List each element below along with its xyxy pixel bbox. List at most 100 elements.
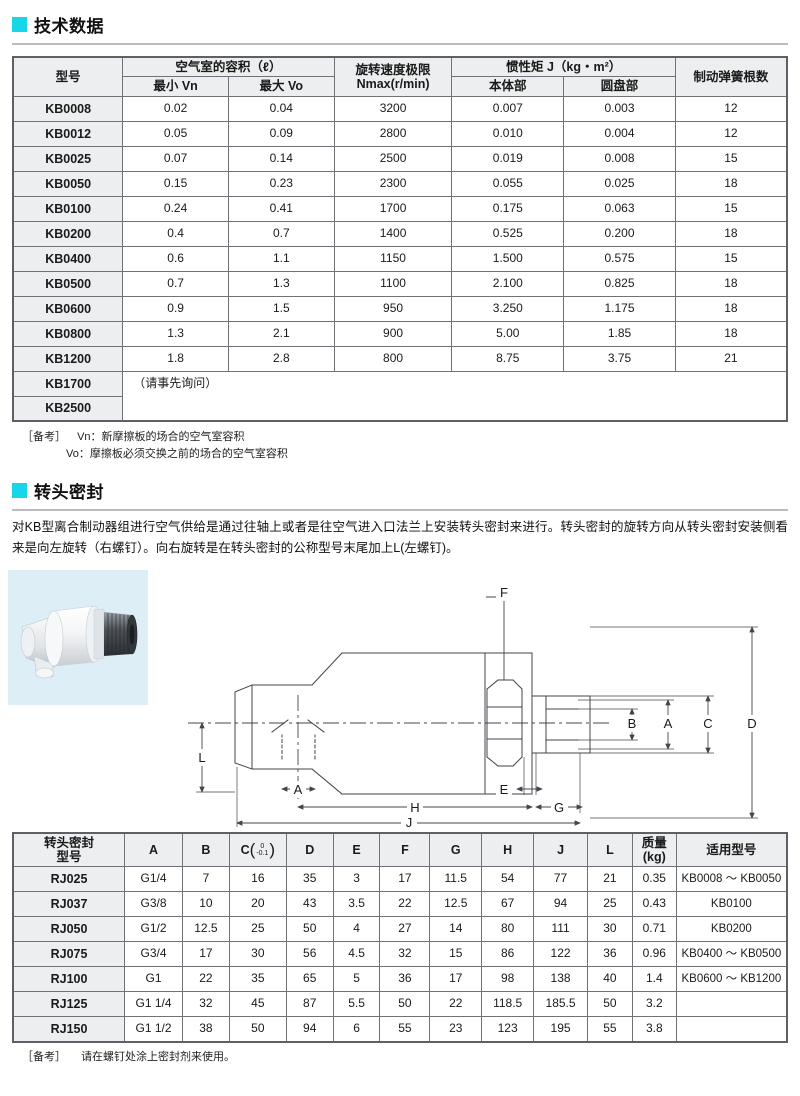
cell-springs: 18 <box>674 220 788 247</box>
cell-inertia-disc: 0.025 <box>563 170 676 197</box>
table-row: KB1200 1.8 2.8 800 8.75 3.75 21 <box>12 345 788 372</box>
th-speed-limit: 旋转速度极限 Nmax(r/min) <box>333 56 453 97</box>
cell-J: 195 <box>533 1016 588 1043</box>
cell-model: KB1200 <box>12 345 124 372</box>
technical-drawing-svg: F D C A B L A E H <box>188 584 760 829</box>
table-row: KB0200 0.4 0.7 1400 0.525 0.200 18 <box>12 220 788 247</box>
cell-springs: 15 <box>674 245 788 272</box>
dim-C-letter: C <box>240 842 250 857</box>
cell-H: 54 <box>481 866 535 893</box>
cell-vo: 1.3 <box>227 270 335 297</box>
th-mass-line2: (kg) <box>642 849 666 864</box>
cell-E: 4 <box>332 916 381 943</box>
cell-D: 43 <box>285 891 334 918</box>
header-divider <box>12 43 788 45</box>
th-air-max: 最大 Vo <box>227 76 335 97</box>
cell-L: 30 <box>586 916 633 943</box>
cell-applicable <box>675 1016 788 1043</box>
cell-C: 16 <box>228 866 287 893</box>
footnote-line-1: Vn：新摩擦板的场合的空气室容积 <box>77 431 245 444</box>
cell-H: 118.5 <box>481 991 535 1018</box>
cell-model: KB0200 <box>12 220 124 247</box>
cell-C: 25 <box>228 916 287 943</box>
cell-E: 3.5 <box>332 891 381 918</box>
cell-B: 38 <box>181 1016 230 1043</box>
cell-G: 14 <box>429 916 483 943</box>
th-rj-model: 转头密封 型号 <box>12 831 126 868</box>
dim-label-E: E <box>500 782 509 797</box>
cell-inertia-disc: 0.004 <box>563 120 676 147</box>
table-row: KB0100 0.24 0.41 1700 0.175 0.063 15 <box>12 195 788 222</box>
cell-vn: 0.4 <box>122 220 229 247</box>
cell-F: 17 <box>379 866 431 893</box>
cell-vn: 0.15 <box>122 170 229 197</box>
table-row: RJ037 G3/8 10 20 43 3.5 22 12.5 67 94 25 0.43 KB0100 <box>12 891 788 918</box>
cell-vn: 1.8 <box>122 345 229 372</box>
cell-inertia-disc: 1.85 <box>563 320 676 347</box>
cell-mass: 3.8 <box>631 1016 677 1043</box>
table-row: KB0008 0.02 0.04 3200 0.007 0.003 12 <box>12 95 788 122</box>
cell-inertia-body: 0.007 <box>451 95 565 122</box>
dim-label-B: B <box>628 716 637 731</box>
table-row: KB0050 0.15 0.23 2300 0.055 0.025 18 <box>12 170 788 197</box>
cell-model: RJ100 <box>12 966 126 993</box>
rotary-seal-photo-illustration <box>20 605 138 678</box>
cell-model: RJ075 <box>12 941 126 968</box>
section-marker-icon <box>12 17 27 32</box>
cell-applicable: KB0100 <box>675 891 788 918</box>
cell-model: KB0500 <box>12 270 124 297</box>
cell-vo: 1.1 <box>227 245 335 272</box>
tech-table-footnote: ［备考］ Vn：新摩擦板的场合的空气室容积 Vo：摩擦板必须交换之前的场合的空气… <box>0 422 800 462</box>
cell-F: 27 <box>379 916 431 943</box>
paren-close: ) <box>269 840 276 860</box>
th-applicable-model: 适用型号 <box>675 831 788 868</box>
dim-label-C: C <box>703 716 712 731</box>
cell-springs: 18 <box>674 320 788 347</box>
cell-E: 3 <box>332 866 381 893</box>
dim-label-L: L <box>198 750 205 765</box>
table-row-inquiry: KB1700 （请事先询问） <box>12 370 788 422</box>
cell-inertia-body: 0.525 <box>451 220 565 247</box>
cell-B: 7 <box>181 866 230 893</box>
cell-inertia-body: 0.019 <box>451 145 565 172</box>
cell-vo: 2.1 <box>227 320 335 347</box>
footnote-tag: ［备考］ <box>22 431 66 444</box>
th-rj-model-line2: 型号 <box>56 849 82 864</box>
th-mass: 质量 (kg) <box>631 831 677 868</box>
dim-label-D: D <box>747 716 756 731</box>
dim-label-G: G <box>554 800 564 815</box>
cell-D: 87 <box>285 991 334 1018</box>
cell-E: 4.5 <box>332 941 381 968</box>
section-marker-icon <box>12 483 27 499</box>
cell-F: 50 <box>379 991 431 1018</box>
rj-table-head: 转头密封 型号 A B C ( 0 -0.1 ) <box>12 831 788 868</box>
dim-label-A-right: A <box>664 716 673 731</box>
cell-H: 86 <box>481 941 535 968</box>
header-divider <box>12 509 788 512</box>
cell-inertia-body: 0.175 <box>451 195 565 222</box>
rj-table-wrap: 转头密封 型号 A B C ( 0 -0.1 ) <box>0 831 800 1043</box>
table-row-inquiry: KB2500 <box>12 395 787 422</box>
cell-vn: 0.7 <box>122 270 229 297</box>
cell-model: KB1700 <box>12 370 124 397</box>
cell-vn: 0.05 <box>122 120 229 147</box>
cell-nmax: 2500 <box>333 145 453 172</box>
cell-model: RJ025 <box>12 866 126 893</box>
cell-model: KB0008 <box>12 95 124 122</box>
cell-springs: 12 <box>674 120 788 147</box>
cell-F: 22 <box>379 891 431 918</box>
rj-table-footnote: ［备考］ 请在螺钉处涂上密封剂来使用。 <box>0 1043 800 1066</box>
tech-table-wrap: 型号 空气室的容积（ℓ） 旋转速度极限 Nmax(r/min) 惯性矩 J（kg… <box>0 45 800 423</box>
table-header-row-1: 型号 空气室的容积（ℓ） 旋转速度极限 Nmax(r/min) 惯性矩 J（kg… <box>12 56 788 97</box>
cell-J: 122 <box>533 941 588 968</box>
cell-model: RJ150 <box>12 1016 126 1043</box>
cell-inertia-disc: 0.575 <box>563 245 676 272</box>
th-inertia-group: 惯性矩 J（kg・m²） <box>451 56 676 78</box>
cell-J: 94 <box>533 891 588 918</box>
tolerance-values: 0 -0.1 <box>255 843 269 858</box>
table-row: KB0400 0.6 1.1 1150 1.500 0.575 15 <box>12 245 788 272</box>
cell-springs: 18 <box>674 295 788 322</box>
section-header-rotary-seal: 转头密封 <box>0 462 800 503</box>
cell-vn: 0.24 <box>122 195 229 222</box>
cell-D: 94 <box>285 1016 334 1043</box>
